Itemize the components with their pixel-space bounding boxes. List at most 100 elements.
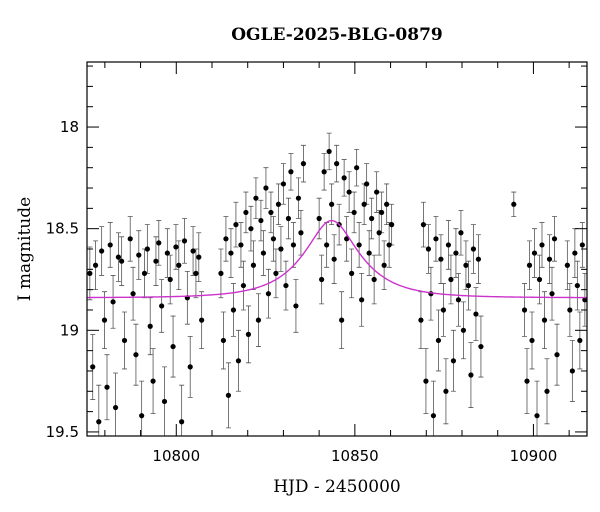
x-tick-label: 10850: [331, 447, 379, 465]
data-point: [546, 256, 553, 262]
data-point: [319, 276, 325, 283]
data-point: [235, 358, 242, 364]
data-point: [223, 236, 229, 242]
data-point: [127, 236, 133, 242]
data-point: [468, 372, 474, 378]
data-point: [238, 242, 244, 248]
data-point: [341, 175, 347, 181]
data-point: [511, 201, 517, 207]
data-point: [104, 384, 110, 390]
x-tick-label: 10900: [510, 447, 558, 465]
y-axis-label: I magnitude: [15, 197, 35, 301]
data-point: [349, 270, 355, 276]
data-point: [144, 246, 150, 252]
data-point: [115, 254, 122, 260]
data-point: [381, 262, 387, 268]
data-point: [344, 236, 350, 242]
data-point: [361, 201, 367, 207]
data-point: [101, 317, 108, 323]
data-point: [554, 352, 560, 358]
data-point: [181, 238, 188, 244]
axis-tick-labels: 10800 10850 10900 18 18.5 19 19.5: [46, 118, 558, 465]
data-point: [248, 226, 254, 232]
data-point: [521, 307, 528, 313]
data-point: [300, 161, 307, 167]
error-bar: [534, 380, 540, 437]
data-point: [250, 262, 257, 268]
data-point: [187, 364, 193, 370]
y-tick-label: 19: [60, 321, 79, 339]
data-point: [574, 282, 580, 289]
data-point: [293, 303, 299, 309]
data-point: [240, 282, 247, 289]
data-point: [245, 331, 252, 337]
x-tick-label: 10800: [152, 447, 200, 465]
x-axis-label: HJD - 2450000: [273, 477, 401, 497]
data-point: [386, 242, 392, 248]
error-bar: [139, 380, 145, 437]
y-tick-label: 18.5: [46, 220, 79, 238]
data-point: [265, 291, 272, 297]
data-point: [193, 270, 199, 276]
data-point: [529, 337, 535, 344]
data-point: [280, 181, 287, 187]
data-point: [196, 254, 202, 260]
y-tick-label: 18: [60, 118, 79, 136]
data-point: [354, 165, 360, 171]
data-point: [87, 270, 93, 276]
data-point: [133, 352, 139, 358]
y-tick-label: 19.5: [46, 423, 79, 441]
data-point: [438, 256, 444, 262]
data-point: [475, 256, 482, 262]
data-point: [275, 201, 282, 207]
data-point: [465, 282, 472, 289]
data-point: [218, 270, 224, 276]
data-point: [356, 242, 362, 248]
data-point: [448, 276, 454, 283]
data-point: [544, 388, 550, 394]
data-point: [524, 378, 530, 384]
error-bars: [87, 132, 588, 437]
data-point: [329, 201, 335, 207]
axis-ticks: [87, 62, 587, 436]
data-point: [295, 195, 302, 201]
data-point: [331, 256, 337, 262]
data-point: [366, 250, 372, 256]
data-point: [153, 258, 159, 264]
data-point: [255, 317, 262, 323]
data-point: [549, 291, 555, 297]
data-point: [243, 209, 249, 216]
data-point: [389, 222, 395, 228]
data-point: [572, 250, 578, 256]
data-point: [371, 276, 377, 283]
data-point: [539, 242, 545, 248]
error-bar: [113, 372, 119, 437]
data-point: [290, 242, 297, 248]
data-point: [179, 419, 185, 425]
data-point: [220, 337, 227, 344]
data-point: [364, 181, 370, 187]
data-point: [263, 185, 269, 191]
data-point: [199, 317, 205, 323]
data-point: [458, 230, 464, 236]
data-point: [268, 209, 274, 216]
data-point: [450, 358, 457, 364]
data-point: [369, 215, 375, 222]
data-point: [453, 250, 459, 256]
data-point: [121, 337, 128, 344]
data-point: [107, 242, 113, 248]
data-point: [435, 337, 442, 344]
data-point: [285, 215, 292, 222]
data-point: [418, 317, 424, 323]
data-point: [564, 262, 570, 268]
data-point: [164, 250, 170, 256]
data-point: [334, 161, 340, 167]
data-point: [270, 236, 277, 242]
data-point: [376, 230, 382, 236]
data-point: [288, 169, 294, 175]
data-point: [253, 195, 259, 201]
data-point: [478, 343, 484, 350]
data-point: [130, 291, 136, 297]
data-point: [423, 378, 429, 384]
